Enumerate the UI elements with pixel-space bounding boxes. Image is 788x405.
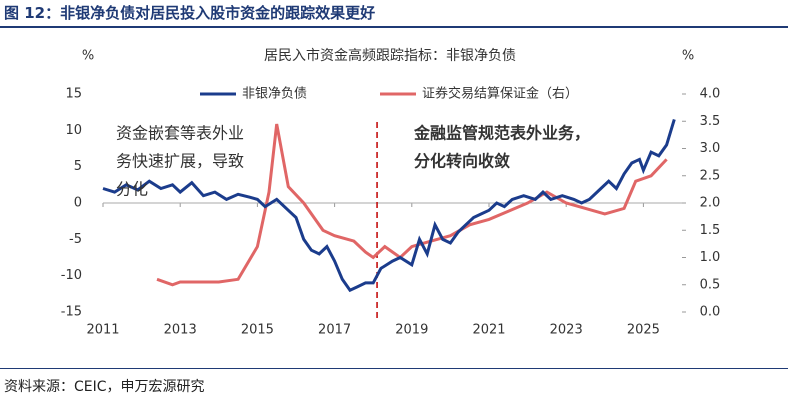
y2-tick-label: 3.5 [700, 114, 721, 129]
x-tick-label: 2017 [318, 323, 351, 338]
series-line [102, 118, 676, 293]
header-title: 图 12：非银净负债对居民投入股市资金的跟踪效果更好 [4, 4, 376, 22]
x-tick-label: 2019 [395, 323, 428, 338]
footer-rule [0, 368, 788, 369]
y2-unit: % [682, 49, 694, 64]
y-tick-label: 0 [74, 196, 82, 211]
y2-tick-label: 0.0 [700, 305, 721, 320]
y-tick-label: 10 [65, 123, 82, 138]
footer-source: 资料来源：CEIC，申万宏源研究 [4, 379, 205, 395]
annotation: 务快速扩展，导致 [116, 152, 244, 171]
y2-tick-label: 2.5 [700, 168, 721, 183]
y2-tick-label: 2.0 [700, 196, 721, 211]
y2-tick-label: 3.0 [700, 141, 721, 156]
annotation: 分化转向收敛 [414, 152, 510, 171]
x-tick-label: 2023 [550, 323, 583, 338]
y2-tick-label: 0.5 [700, 277, 721, 292]
x-tick-label: 2015 [241, 323, 274, 338]
chart-title: 居民入市资金高频跟踪指标：非银净负债 [264, 47, 516, 64]
y-unit: % [82, 49, 94, 64]
legend-label: 证券交易结算保证金（右） [422, 86, 578, 102]
x-tick-label: 2013 [164, 323, 197, 338]
y2-tick-label: 1.0 [700, 250, 721, 265]
annotation: 资金嵌套等表外业 [116, 124, 244, 143]
x-tick-label: 2025 [627, 323, 660, 338]
header-rule [0, 26, 788, 28]
y2-tick-label: 4.0 [700, 87, 721, 102]
y-tick-label: 5 [74, 159, 82, 174]
y-tick-label: -10 [61, 268, 82, 283]
y2-tick-label: 1.5 [700, 223, 721, 238]
annotation: 分化 [116, 180, 148, 199]
y-tick-label: -5 [69, 232, 82, 247]
x-tick-label: 2021 [472, 323, 505, 338]
y-tick-label: -15 [61, 305, 82, 320]
annotation: 金融监管规范表外业务， [413, 124, 590, 143]
chart: 居民入市资金高频跟踪指标：非银净负债 % % -15 -10 -5 0 5 10 15 0.0… [61, 47, 721, 338]
series-line [156, 123, 668, 287]
x-tick-label: 2011 [86, 323, 119, 338]
y-tick-label: 15 [65, 87, 82, 102]
legend-label: 非银净负债 [242, 87, 307, 102]
